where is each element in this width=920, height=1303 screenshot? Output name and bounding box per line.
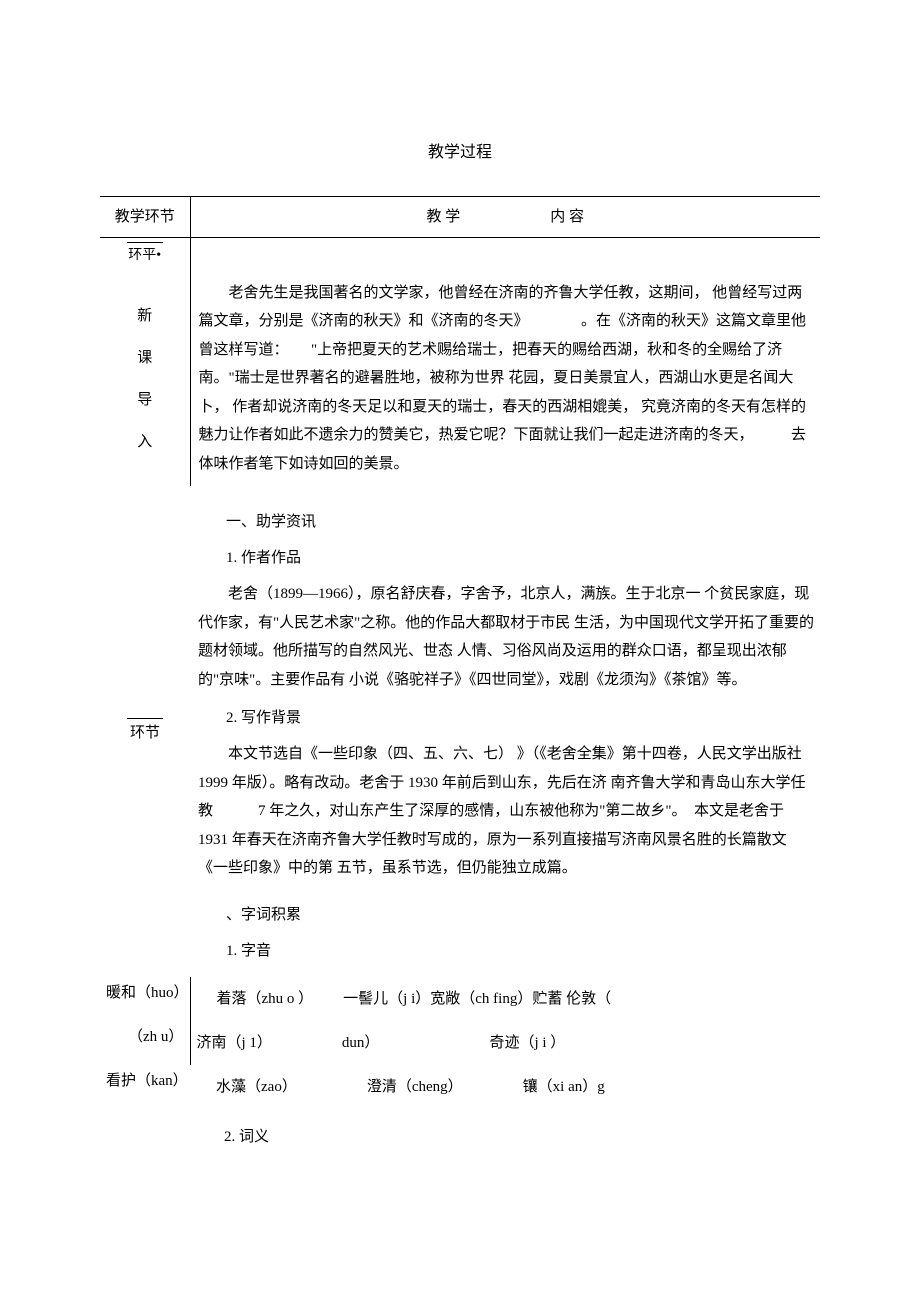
- header-right-a: 教 学: [426, 205, 460, 229]
- table-header-row: 教学环节 教 学 内 容: [100, 196, 820, 237]
- stage1-step-3: 入: [137, 424, 152, 460]
- ziyin-heading: 1. 字音: [226, 939, 814, 963]
- stage2-content: 一、助学资讯 1. 作者作品 老舍（1899—1966），原名舒庆春，字舍予，北…: [190, 486, 820, 977]
- stage1-step-0: 新: [137, 298, 152, 334]
- pinyin-2a: （zh u）: [128, 1029, 183, 1045]
- pinyin-1c: 一髻儿（j i）宽敞（ch fing）贮蓄 伦敦（: [343, 987, 611, 1011]
- pinyin-right-1: 着落（zhu o ） 一髻儿（j i）宽敞（ch fing）贮蓄 伦敦（: [190, 977, 820, 1021]
- stage1-underlined: 环平•: [127, 242, 163, 267]
- pinyin-3c: 澄清（cheng）: [367, 1075, 463, 1099]
- pinyin-2b: 济南（j 1）: [197, 1031, 272, 1055]
- pinyin-3d: 镶（xi an）g: [523, 1075, 605, 1099]
- pinyin-3b: 水藻（zao）: [216, 1075, 297, 1099]
- ciyi-row: 2. 词义: [100, 1109, 820, 1163]
- pinyin-right-2: 济南（j 1） dun） 奇迹（j i ）: [190, 1021, 820, 1065]
- section-a-title: 一、助学资讯: [226, 510, 814, 534]
- header-left: 教学环节: [100, 196, 190, 237]
- stage2-left: 环节: [100, 486, 190, 977]
- stage1-left: 新 课 导 入: [100, 271, 190, 487]
- bg-heading: 2. 写作背景: [226, 706, 814, 730]
- stage1-content: 老舍先生是我国著名的文学家，他曾经在济南的齐鲁大学任教，这期间， 他曾经写过两篇…: [190, 271, 820, 487]
- stage1-row: 新 课 导 入 老舍先生是我国著名的文学家，他曾经在济南的齐鲁大学任教，这期间，…: [100, 271, 820, 487]
- pinyin-3a: 看护（kan）: [106, 1073, 188, 1089]
- stage1-step-1: 课: [137, 340, 152, 376]
- header-right-b: 内 容: [550, 205, 584, 229]
- pinyin-left-2: （zh u）: [100, 1021, 190, 1065]
- section-b-title: 、字词积累: [226, 903, 814, 927]
- bg-paragraph: 本文节选自《一些印象（四、五、六、七） 》（《老舍全集》第十四卷，人民文学出版社…: [198, 740, 814, 883]
- ciyi-left: [100, 1109, 190, 1163]
- stage1-empty: [190, 237, 820, 271]
- pinyin-2d: 奇迹（j i ）: [489, 1031, 565, 1055]
- ciyi-right: 2. 词义: [190, 1109, 820, 1163]
- pinyin-row-3: 看护（kan） 水藻（zao） 澄清（cheng） 镶（xi an）g: [100, 1065, 820, 1109]
- lesson-table: 教学环节 教 学 内 容 环平• 新 课 导 入 老舍先生是我国著名的文学家，他…: [100, 196, 820, 1163]
- stage1-step-2: 导: [137, 382, 152, 418]
- stage2-underlined: 环节: [127, 718, 163, 745]
- author-paragraph: 老舍（1899—1966），原名舒庆春，字舍予，北京人，满族。生于北京一 个贫民…: [198, 580, 814, 694]
- pinyin-row-2: （zh u） 济南（j 1） dun） 奇迹（j i ）: [100, 1021, 820, 1065]
- pinyin-right-3: 水藻（zao） 澄清（cheng） 镶（xi an）g: [190, 1065, 820, 1109]
- pinyin-2c: dun）: [342, 1031, 380, 1055]
- pinyin-row-1: 暖和（huo） 着落（zhu o ） 一髻儿（j i）宽敞（ch fing）贮蓄…: [100, 977, 820, 1021]
- header-right: 教 学 内 容: [190, 196, 820, 237]
- stage1-paragraph: 老舍先生是我国著名的文学家，他曾经在济南的齐鲁大学任教，这期间， 他曾经写过两篇…: [199, 279, 815, 479]
- stage2-row: 环节 一、助学资讯 1. 作者作品 老舍（1899—1966），原名舒庆春，字舍…: [100, 486, 820, 977]
- page-title: 教学过程: [100, 140, 820, 166]
- pinyin-left-1: 暖和（huo）: [100, 977, 190, 1021]
- author-heading: 1. 作者作品: [226, 546, 814, 570]
- stage1-label-row: 环平•: [100, 237, 820, 271]
- pinyin-1b: 着落（zhu o ）: [217, 987, 314, 1011]
- stage1-small-label: 环平•: [100, 237, 190, 271]
- pinyin-1a: 暖和（huo）: [106, 985, 189, 1001]
- pinyin-left-3: 看护（kan）: [100, 1065, 190, 1109]
- ciyi-heading: 2. 词义: [224, 1125, 814, 1149]
